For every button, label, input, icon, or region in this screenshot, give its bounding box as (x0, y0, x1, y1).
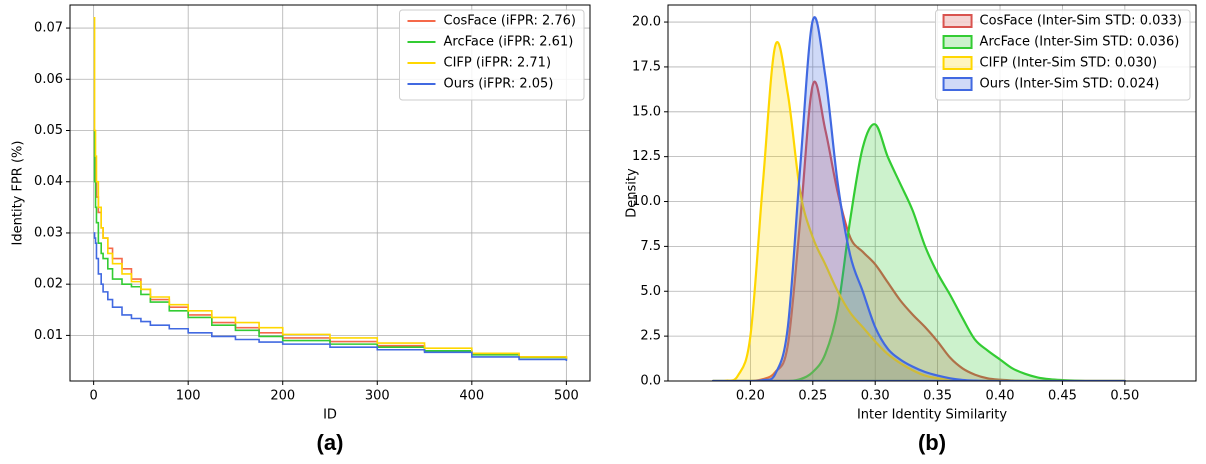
legend-frame (399, 9, 585, 101)
legend-label: CosFace (Inter-Sim STD: 0.033) (980, 14, 1182, 29)
y-tick-label: 0.04 (34, 174, 63, 189)
legend-swatch (942, 14, 973, 28)
x-tick-label: 0.45 (1048, 389, 1077, 404)
x-tick-label: 300 (365, 389, 390, 404)
y-tick-label: 17.5 (632, 59, 661, 74)
legend-swatch (942, 35, 973, 49)
x-tick-label: 0.35 (923, 389, 952, 404)
density-area (711, 16, 1126, 381)
plot-frame (69, 4, 591, 382)
y-tick-label: 10.0 (632, 194, 661, 209)
legend-label: Ours (iFPR: 2.05) (444, 77, 554, 92)
y-tick-label: 2.5 (640, 329, 661, 344)
x-tick-label: 0.30 (861, 389, 890, 404)
legend-swatch (942, 77, 973, 91)
density-area (711, 123, 1126, 381)
y-tick-label: 15.0 (632, 104, 661, 119)
legend-swatch (942, 56, 973, 70)
x-tick-label: 500 (554, 389, 579, 404)
x-tick-label: 0.20 (736, 389, 765, 404)
density-area (711, 80, 1126, 381)
x-tick-label: 400 (459, 389, 484, 404)
x-axis-label: Inter Identity Similarity (857, 408, 1007, 423)
caption: (b) (918, 430, 946, 455)
x-axis-label: ID (323, 408, 337, 423)
y-tick-label: 0.06 (34, 72, 63, 87)
y-tick-label: 0.05 (34, 123, 63, 138)
x-tick-label: 0.25 (798, 389, 827, 404)
y-tick-label: 0.07 (34, 21, 63, 36)
legend-label: CosFace (iFPR: 2.76) (444, 14, 577, 29)
y-tick-label: 12.5 (632, 149, 661, 164)
x-tick-label: 0 (89, 389, 97, 404)
legend: CosFace (iFPR: 2.76) ArcFace (iFPR: 2.61)… (399, 9, 585, 101)
legend-frame (935, 9, 1191, 101)
x-tick-label: 0.50 (1110, 389, 1139, 404)
y-tick-label: 5.0 (640, 284, 661, 299)
y-tick-label: 0.03 (34, 225, 63, 240)
legend-label: CIFP (Inter-Sim STD: 0.030) (980, 56, 1157, 71)
legend-label: ArcFace (Inter-Sim STD: 0.036) (980, 35, 1180, 50)
y-tick-label: 20.0 (632, 15, 661, 30)
caption: (a) (317, 430, 344, 455)
y-axis-label: Density (625, 168, 640, 218)
legend-label: Ours (Inter-Sim STD: 0.024) (980, 77, 1160, 92)
y-tick-label: 7.5 (640, 239, 661, 254)
legend: CosFace (Inter-Sim STD: 0.033) ArcFace (I… (935, 9, 1191, 101)
x-tick-label: 200 (270, 389, 295, 404)
y-tick-label: 0.02 (34, 277, 63, 292)
series-line (93, 17, 568, 360)
y-tick-label: 0.01 (34, 328, 63, 343)
density-area (711, 41, 1126, 381)
series-line (93, 232, 568, 362)
legend-label: CIFP (iFPR: 2.71) (444, 56, 552, 71)
y-axis-label: Identity FPR (%) (11, 141, 26, 246)
x-tick-label: 0.40 (986, 389, 1015, 404)
plot-frame (667, 4, 1197, 382)
x-tick-label: 100 (176, 389, 201, 404)
legend-label: ArcFace (iFPR: 2.61) (444, 35, 574, 50)
y-tick-label: 0.0 (640, 374, 661, 389)
